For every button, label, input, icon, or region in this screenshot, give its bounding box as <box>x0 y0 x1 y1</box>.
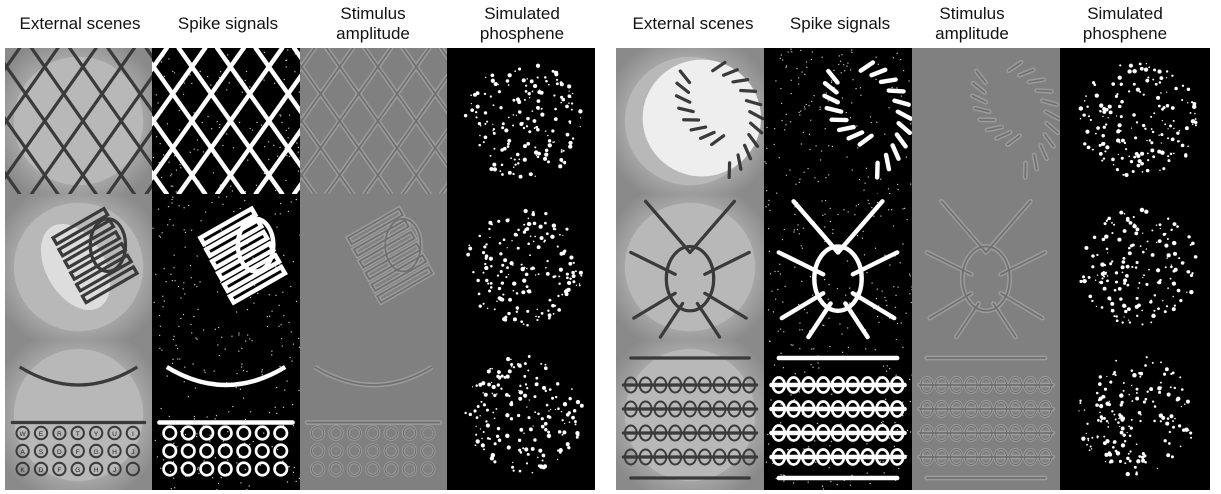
column-header: External scenes <box>632 14 754 33</box>
amplitude-graphic <box>912 340 1060 490</box>
spike-image-lattice-dome <box>152 48 300 194</box>
amplitude-graphic <box>912 194 1060 340</box>
scene-image-bug <box>616 194 764 340</box>
phosphene-image-abacus <box>1060 340 1210 490</box>
spike-image-typewriter <box>152 340 300 490</box>
spike-graphic <box>764 194 912 340</box>
scene-image-abacus <box>616 340 764 490</box>
scene-graphic: W E R T Y U I A S D F G H J K D F G H J <box>5 340 152 490</box>
typewriter-key-label: D <box>39 467 44 474</box>
column-header: Stimulus amplitude <box>935 4 1009 43</box>
typewriter-key-label: A <box>20 449 25 456</box>
column-header: Stimulus amplitude <box>336 4 410 43</box>
spike-image-baseball <box>764 48 912 194</box>
column-header: Spike signals <box>177 14 279 33</box>
amplitude-graphic <box>912 48 1060 194</box>
amplitude-image-baseball <box>912 48 1060 194</box>
figure-panel-right: External scenes Spike signals Stimulus amp… <box>610 0 1221 494</box>
typewriter-key-label: F <box>57 467 61 474</box>
typewriter-key-label: J <box>131 449 134 456</box>
phosphene-graphic <box>447 194 595 340</box>
phosphene-image-bug <box>1060 194 1210 340</box>
typewriter-key-label: R <box>57 431 62 438</box>
typewriter-key-label: T <box>76 431 80 438</box>
typewriter-key-label: S <box>39 449 44 456</box>
spike-graphic <box>764 340 912 490</box>
amplitude-image-lattice-dome <box>300 48 447 194</box>
scene-graphic <box>5 194 152 340</box>
phosphene-graphic <box>447 340 595 490</box>
phosphene-image-baseball <box>1060 48 1210 194</box>
spike-image-rolled-film <box>152 194 300 340</box>
scene-image-baseball <box>616 48 764 194</box>
column-header: Spike signals <box>789 14 891 33</box>
spike-image-bug <box>764 194 912 340</box>
phosphene-image-lattice-dome <box>447 48 595 194</box>
spike-image-abacus <box>764 340 912 490</box>
scene-image-typewriter: W E R T Y U I A S D F G H J K D F G H J <box>5 340 152 490</box>
phosphene-graphic <box>1060 48 1210 194</box>
spike-graphic <box>152 48 300 194</box>
column-header: Simulated phosphene <box>479 4 565 43</box>
phosphene-graphic <box>447 48 595 194</box>
typewriter-key-label: K <box>20 467 25 474</box>
amplitude-image-rolled-film <box>300 194 447 340</box>
typewriter-key-label: D <box>57 449 62 456</box>
scene-graphic <box>616 194 764 340</box>
typewriter-key-label: G <box>75 467 80 474</box>
scene-graphic <box>616 48 764 194</box>
phosphene-graphic <box>1060 340 1210 490</box>
typewriter-key-label: E <box>39 431 44 438</box>
column-header: External scenes <box>19 14 141 33</box>
typewriter-key-label: G <box>94 449 99 456</box>
column-header: Simulated phosphene <box>1082 4 1168 43</box>
scene-graphic <box>5 48 152 194</box>
scene-image-rolled-film <box>5 194 152 340</box>
amplitude-graphic <box>300 194 447 340</box>
amplitude-graphic <box>300 48 447 194</box>
phosphene-graphic <box>1060 194 1210 340</box>
spike-graphic <box>152 194 300 340</box>
amplitude-graphic <box>300 340 447 490</box>
scene-graphic <box>616 340 764 490</box>
amplitude-image-bug <box>912 194 1060 340</box>
amplitude-image-abacus <box>912 340 1060 490</box>
typewriter-key-label: W <box>20 431 27 438</box>
typewriter-key-label: H <box>112 449 117 456</box>
amplitude-image-typewriter <box>300 340 447 490</box>
spike-graphic <box>152 340 300 490</box>
typewriter-key-label: Y <box>94 431 99 438</box>
typewriter-key-label: F <box>76 449 80 456</box>
figure-panel-left: External scenes Spike signals Stimulus amp… <box>0 0 600 494</box>
typewriter-key-label: U <box>112 431 117 438</box>
spike-graphic <box>764 48 912 194</box>
phosphene-image-rolled-film <box>447 194 595 340</box>
phosphene-image-typewriter <box>447 340 595 490</box>
scene-image-lattice-dome <box>5 48 152 194</box>
typewriter-key-label: J <box>113 467 116 474</box>
typewriter-key-label: I <box>132 431 134 438</box>
typewriter-key-label: H <box>94 467 99 474</box>
